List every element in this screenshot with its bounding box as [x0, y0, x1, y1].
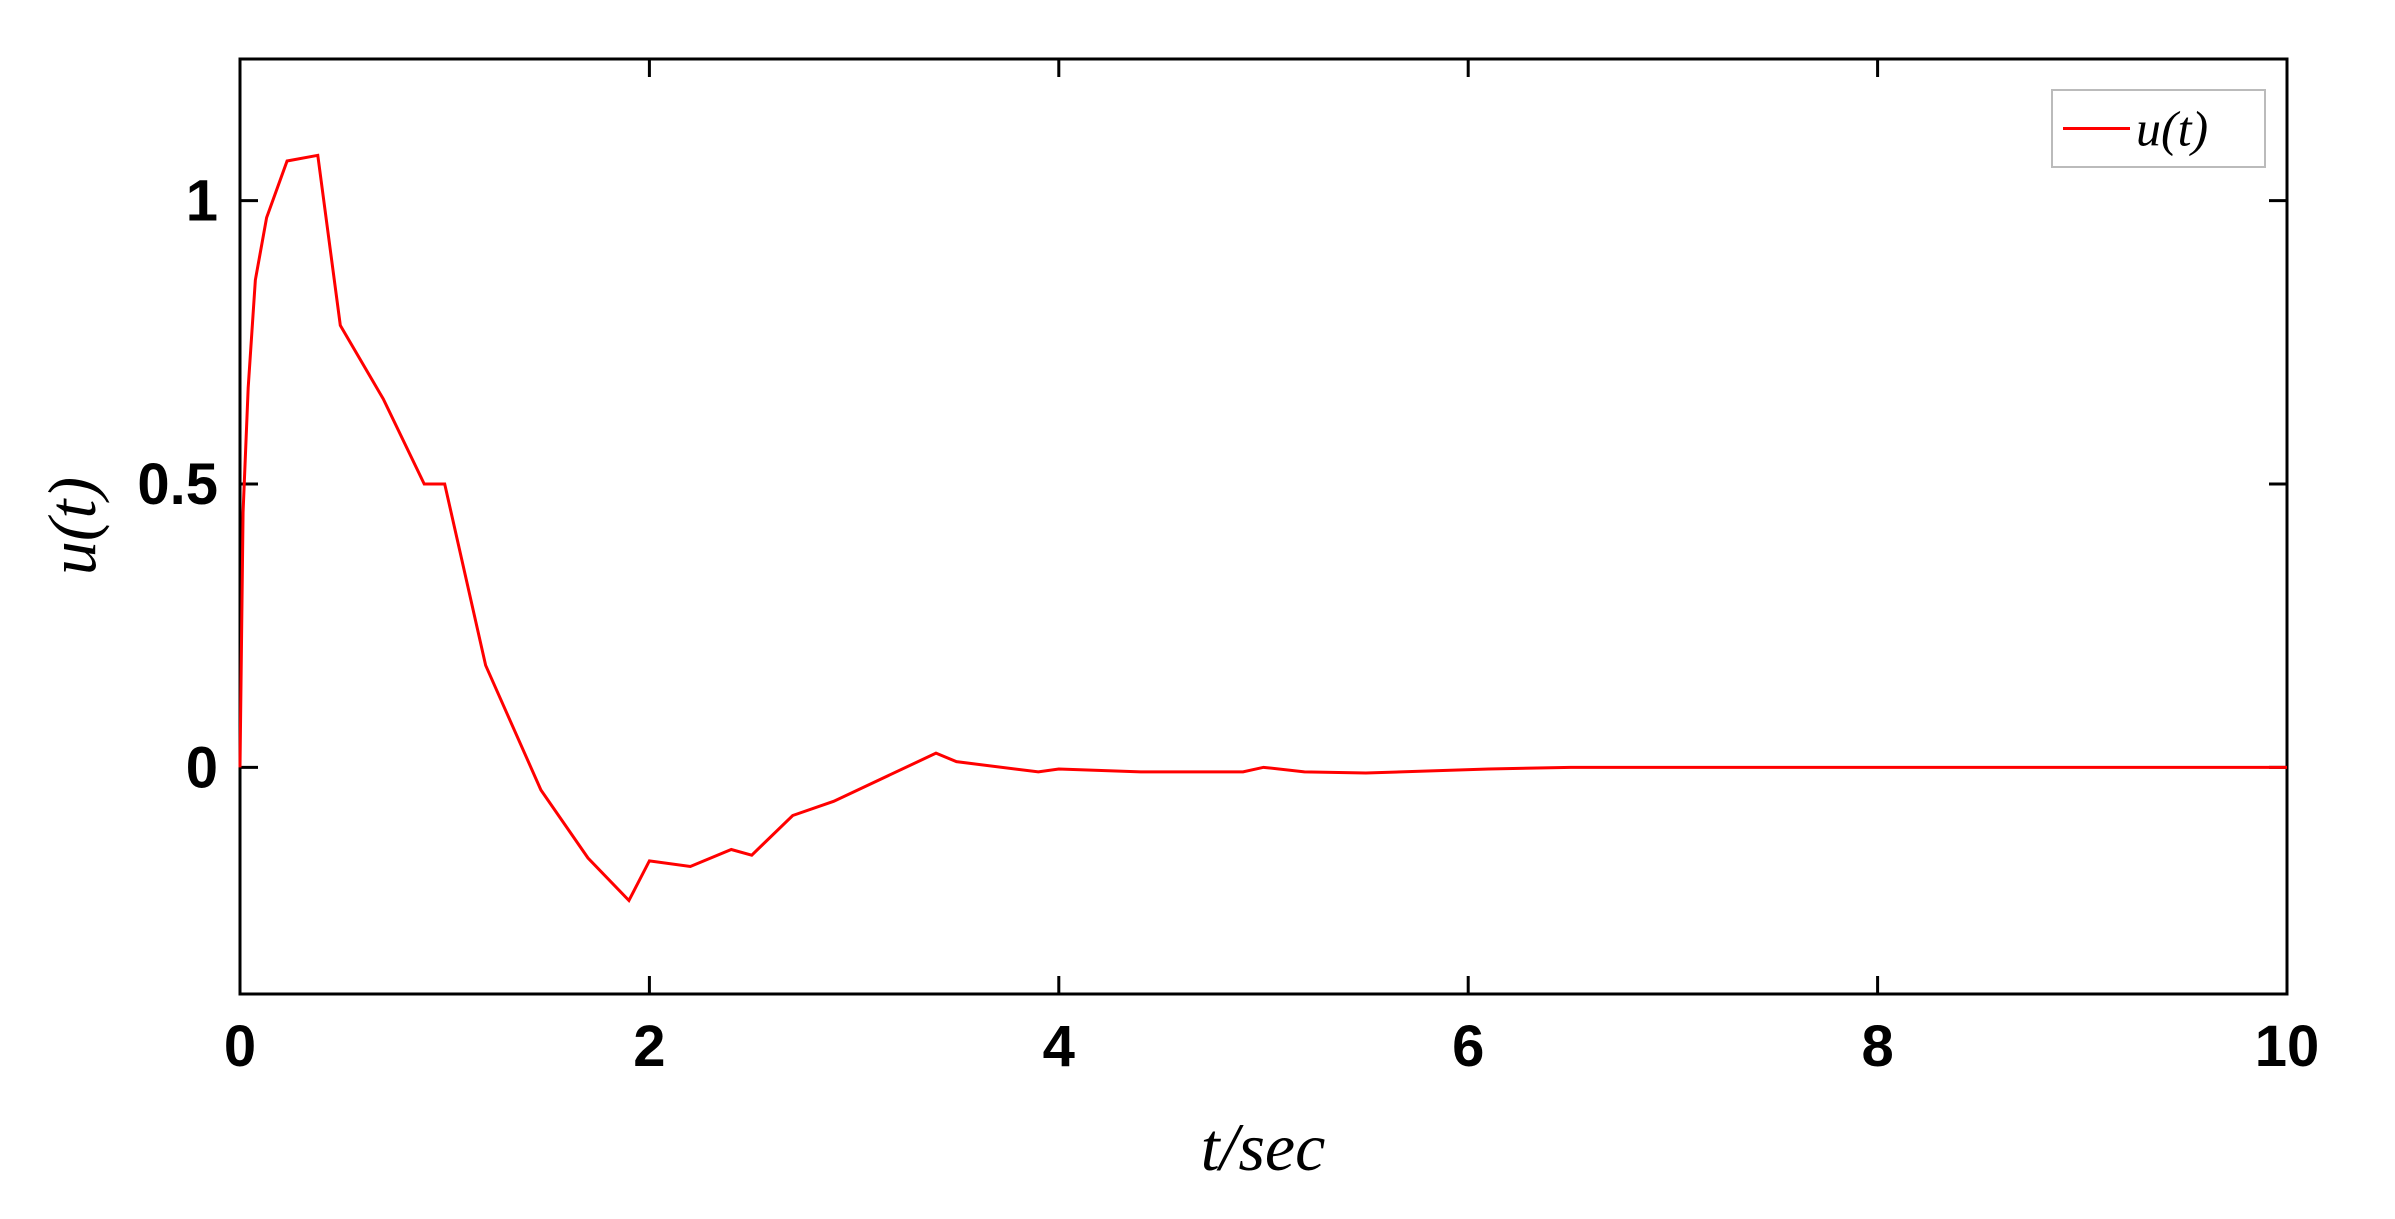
data-line — [238, 153, 2287, 904]
y-axis-label: u(t) — [34, 477, 110, 575]
plot-frame — [238, 57, 2289, 996]
y-tick-label: 0.5 — [137, 452, 218, 517]
x-axis-label: t/sec — [1201, 1109, 1326, 1185]
legend-label: u(t) — [2136, 101, 2208, 157]
y-tick-label: 0 — [186, 735, 218, 800]
x-tick-label: 2 — [633, 1014, 665, 1079]
x-tick-label: 6 — [1452, 1014, 1484, 1079]
y-tick-label: 1 — [186, 169, 218, 234]
x-tick-label: 0 — [224, 1014, 256, 1079]
x-tick-label: 4 — [1043, 1014, 1075, 1079]
x-tick-label: 8 — [1861, 1014, 1893, 1079]
x-tick-label: 10 — [2255, 1014, 2320, 1079]
